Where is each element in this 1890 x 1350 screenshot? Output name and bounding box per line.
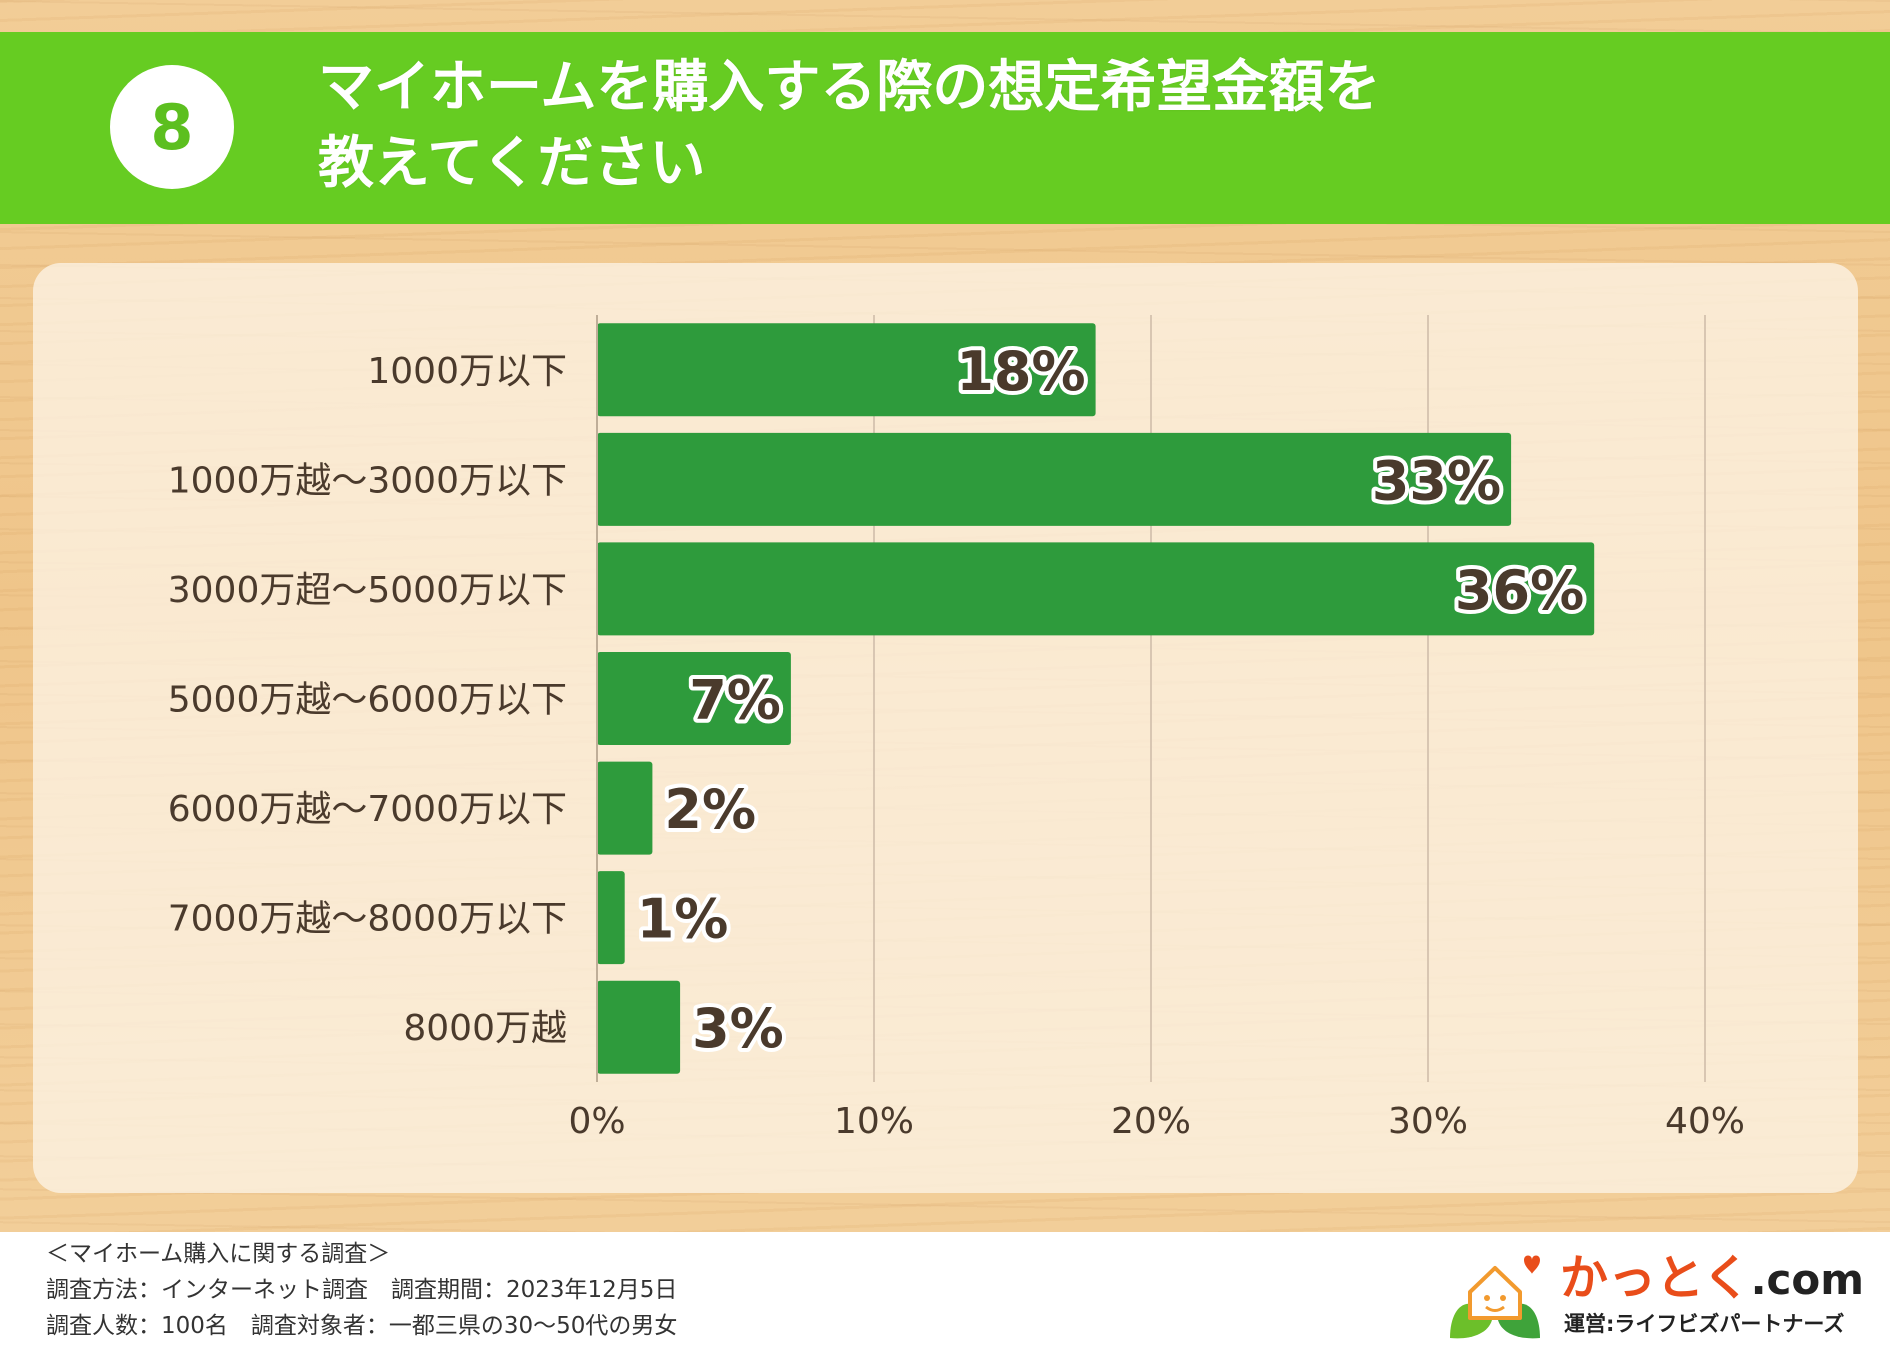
value-label: 7%: [689, 669, 781, 732]
site-logo: かっとく.com 運営:ライフビズパートナーズ: [1440, 1250, 1864, 1342]
logo-suffix: .com: [1750, 1255, 1865, 1304]
bar: [597, 542, 1595, 636]
survey-note-method: 調査方法：インターネット調査 調査期間：2023年12月5日: [46, 1277, 678, 1303]
question-number-badge: 8: [110, 65, 234, 189]
category-label: 1000万越〜3000万以下: [168, 460, 567, 501]
value-label: 33%: [1372, 449, 1501, 512]
value-label: 1%: [637, 888, 729, 951]
category-label: 5000万越〜6000万以下: [168, 680, 567, 721]
footer-area: [0, 1232, 1890, 1350]
house-leaf-icon: [1450, 1255, 1540, 1339]
title-banner: [0, 32, 1890, 224]
x-tick-label: 30%: [1388, 1101, 1468, 1142]
category-label: 3000万超〜5000万以下: [168, 570, 567, 611]
value-label: 18%: [956, 340, 1085, 403]
bar: [597, 323, 1096, 417]
value-label: 2%: [664, 778, 756, 841]
x-tick-label: 10%: [834, 1101, 914, 1142]
bar: [597, 761, 653, 855]
question-title-line2: 教えてください: [318, 131, 706, 196]
bar: [597, 871, 625, 965]
value-label: 3%: [692, 997, 784, 1060]
x-tick-label: 40%: [1665, 1101, 1745, 1142]
bar: [597, 432, 1512, 526]
x-tick-label: 20%: [1111, 1101, 1191, 1142]
question-title-line1: マイホームを購入する際の想定希望金額を: [318, 55, 1381, 120]
category-label: 8000万越: [403, 1008, 567, 1049]
question-title: マイホームを購入する際の想定希望金額を 教えてください: [318, 50, 1718, 202]
survey-note-subjects: 調査人数：100名 調査対象者：一都三県の30〜50代の男女: [46, 1313, 678, 1339]
category-label: 1000万以下: [367, 351, 567, 392]
survey-note-title: ＜マイホーム購入に関する調査＞: [46, 1241, 391, 1267]
bar: [597, 652, 791, 745]
value-label: 36%: [1455, 559, 1584, 622]
bar: [597, 980, 681, 1074]
question-number: 8: [150, 90, 194, 164]
x-tick-label: 0%: [568, 1101, 625, 1142]
category-label: 7000万越〜8000万以下: [168, 899, 567, 940]
bar-chart: 1000万以下 18% 1000万越〜3000万以下 33% 3000万超〜5000万以…: [168, 315, 1745, 1142]
logo-operator: 運営:ライフビズパートナーズ: [1564, 1312, 1845, 1336]
survey-notes: ＜マイホーム購入に関する調査＞ 調査方法：インターネット調査 調査期間：2023…: [46, 1236, 677, 1344]
chart-panel: [33, 263, 1858, 1193]
category-label: 6000万越〜7000万以下: [168, 789, 567, 830]
logo-wordmark: かっとく.com: [1560, 1250, 1864, 1308]
logo-name: かっとく: [1560, 1250, 1751, 1306]
